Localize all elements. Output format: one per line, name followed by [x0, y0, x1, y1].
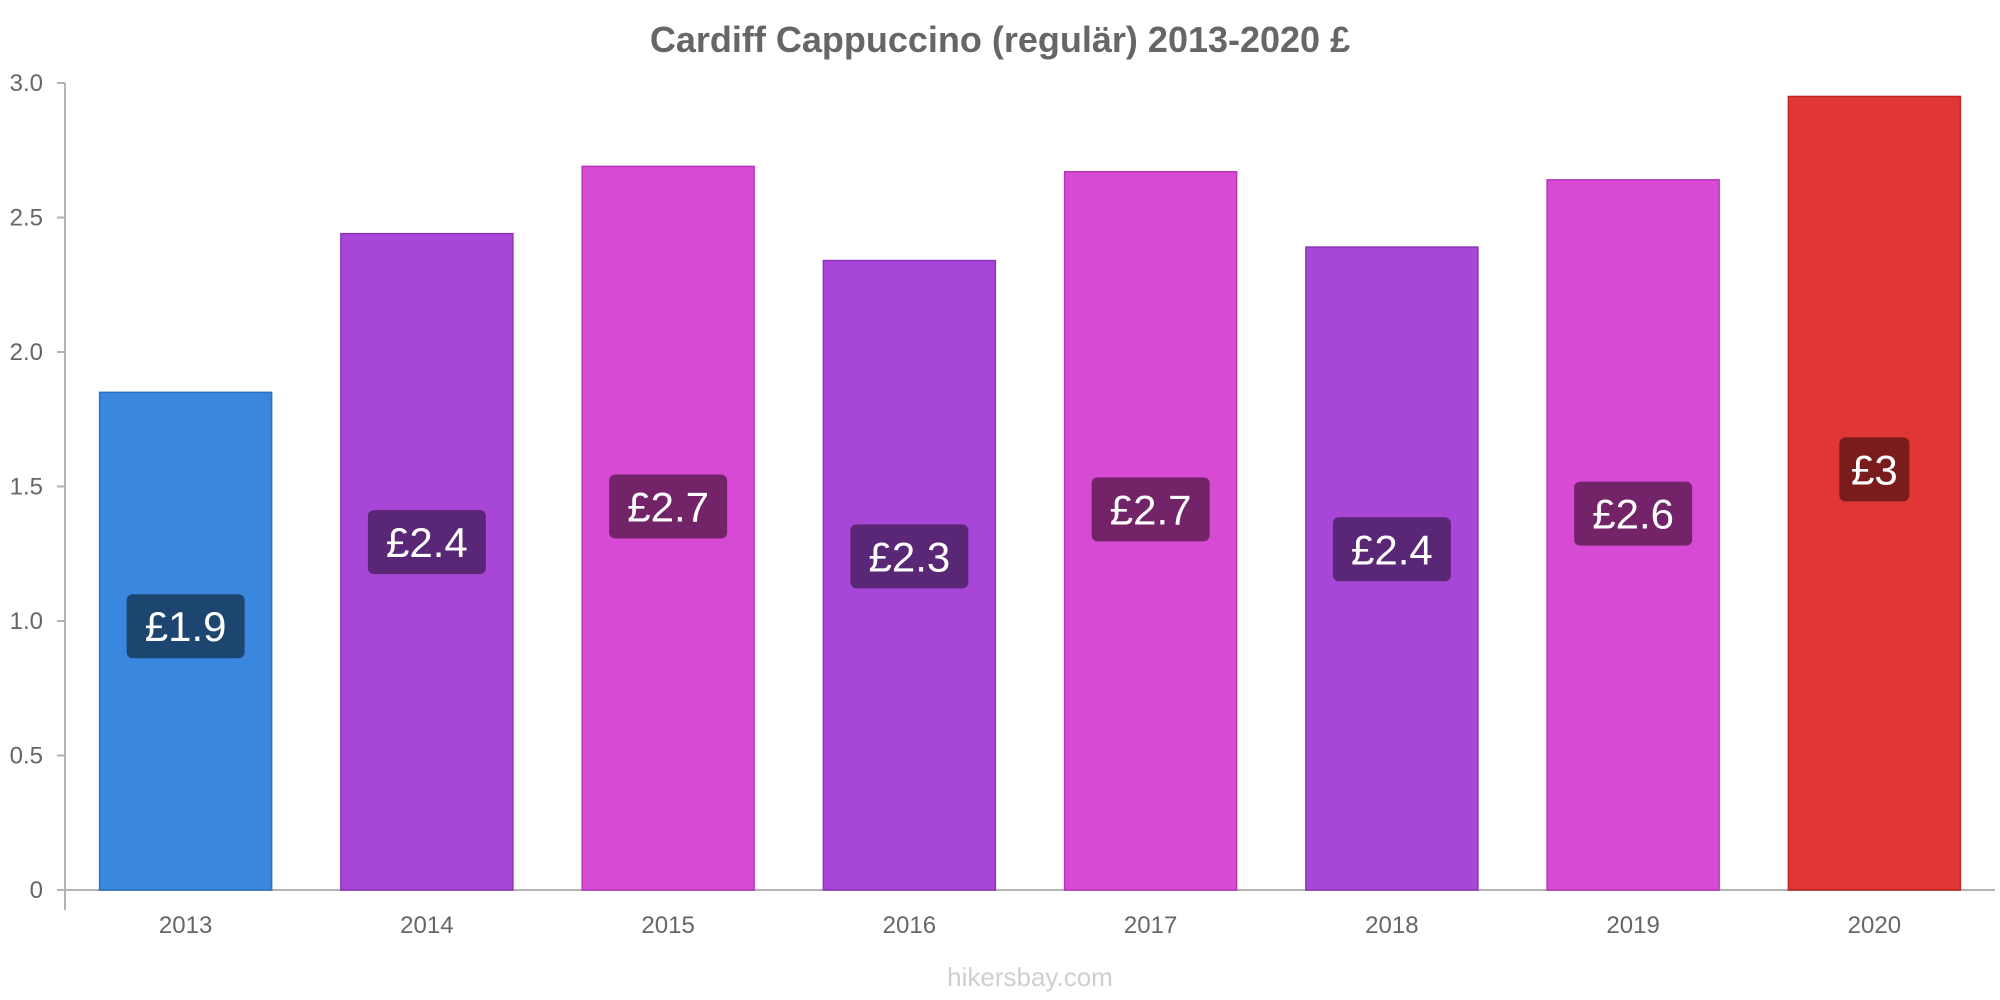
- value-label-text: £2.7: [627, 483, 709, 530]
- value-label-2018: £2.4: [1332, 517, 1451, 582]
- y-tick-label: 1.5: [10, 474, 43, 501]
- x-tick-label: 2019: [1606, 912, 1659, 939]
- x-tick-label: 2015: [641, 912, 694, 939]
- value-label-2017: £2.7: [1091, 477, 1210, 542]
- x-tick-label: 2016: [883, 912, 936, 939]
- value-label-box: [367, 510, 486, 575]
- value-label-text: £2.4: [1351, 526, 1433, 573]
- value-label-2019: £2.6: [1574, 481, 1693, 546]
- watermark: hikersbay.com: [947, 962, 1113, 992]
- x-tick-label: 2017: [1124, 912, 1177, 939]
- value-label-box: [609, 474, 728, 539]
- value-label-box: [1332, 517, 1451, 582]
- value-label-text: £1.9: [145, 603, 227, 650]
- x-tick-label: 2020: [1848, 912, 1901, 939]
- value-label-box: [1091, 477, 1210, 542]
- x-tick-label: 2018: [1365, 912, 1418, 939]
- chart-title: Cardiff Cappuccino (regulär) 2013-2020 £: [650, 19, 1350, 60]
- value-label-text: £2.4: [386, 519, 468, 566]
- value-label-box: [1574, 481, 1693, 546]
- y-tick-label: 0: [30, 877, 43, 904]
- value-label-box: [1839, 437, 1910, 502]
- y-tick-label: 2.5: [10, 205, 43, 232]
- y-tick-label: 3.0: [10, 70, 43, 97]
- value-label-2014: £2.4: [367, 510, 486, 575]
- x-tick-label: 2014: [400, 912, 453, 939]
- value-label-text: £2.6: [1592, 491, 1674, 538]
- value-label-box: [850, 524, 969, 589]
- value-label-text: £3: [1851, 446, 1898, 493]
- value-label-2013: £1.9: [126, 594, 245, 659]
- value-label-text: £2.7: [1110, 486, 1192, 533]
- value-label-2015: £2.7: [609, 474, 728, 539]
- value-label-box: [126, 594, 245, 659]
- y-tick-label: 1.0: [10, 608, 43, 635]
- y-axis: 0 0.5 1.0 1.5 2.0 2.5 3.0: [10, 70, 66, 910]
- y-tick-label: 2.0: [10, 339, 43, 366]
- x-tick-label: 2013: [159, 912, 212, 939]
- value-label-2020: £3: [1839, 437, 1910, 502]
- value-label-2016: £2.3: [850, 524, 969, 589]
- value-labels: £1.9 £2.4 £2.7 £2.3 £2.7 £2.4 £2.6 £3: [126, 437, 1910, 659]
- y-tick-label: 0.5: [10, 743, 43, 770]
- value-label-text: £2.3: [869, 533, 951, 580]
- x-axis: 2013 2014 2015 2016 2017 2018 2019 2020: [65, 889, 1995, 939]
